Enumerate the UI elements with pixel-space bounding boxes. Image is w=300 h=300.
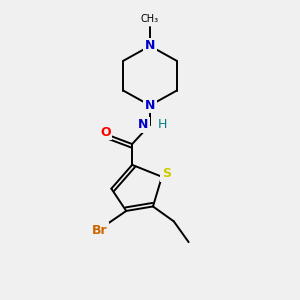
Text: N: N: [145, 99, 155, 112]
Text: H: H: [158, 118, 167, 131]
Text: CH₃: CH₃: [141, 14, 159, 24]
Text: O: O: [100, 126, 111, 139]
Text: N: N: [145, 40, 155, 52]
Text: N: N: [138, 118, 148, 131]
Text: S: S: [162, 167, 171, 180]
Text: Br: Br: [92, 224, 107, 237]
